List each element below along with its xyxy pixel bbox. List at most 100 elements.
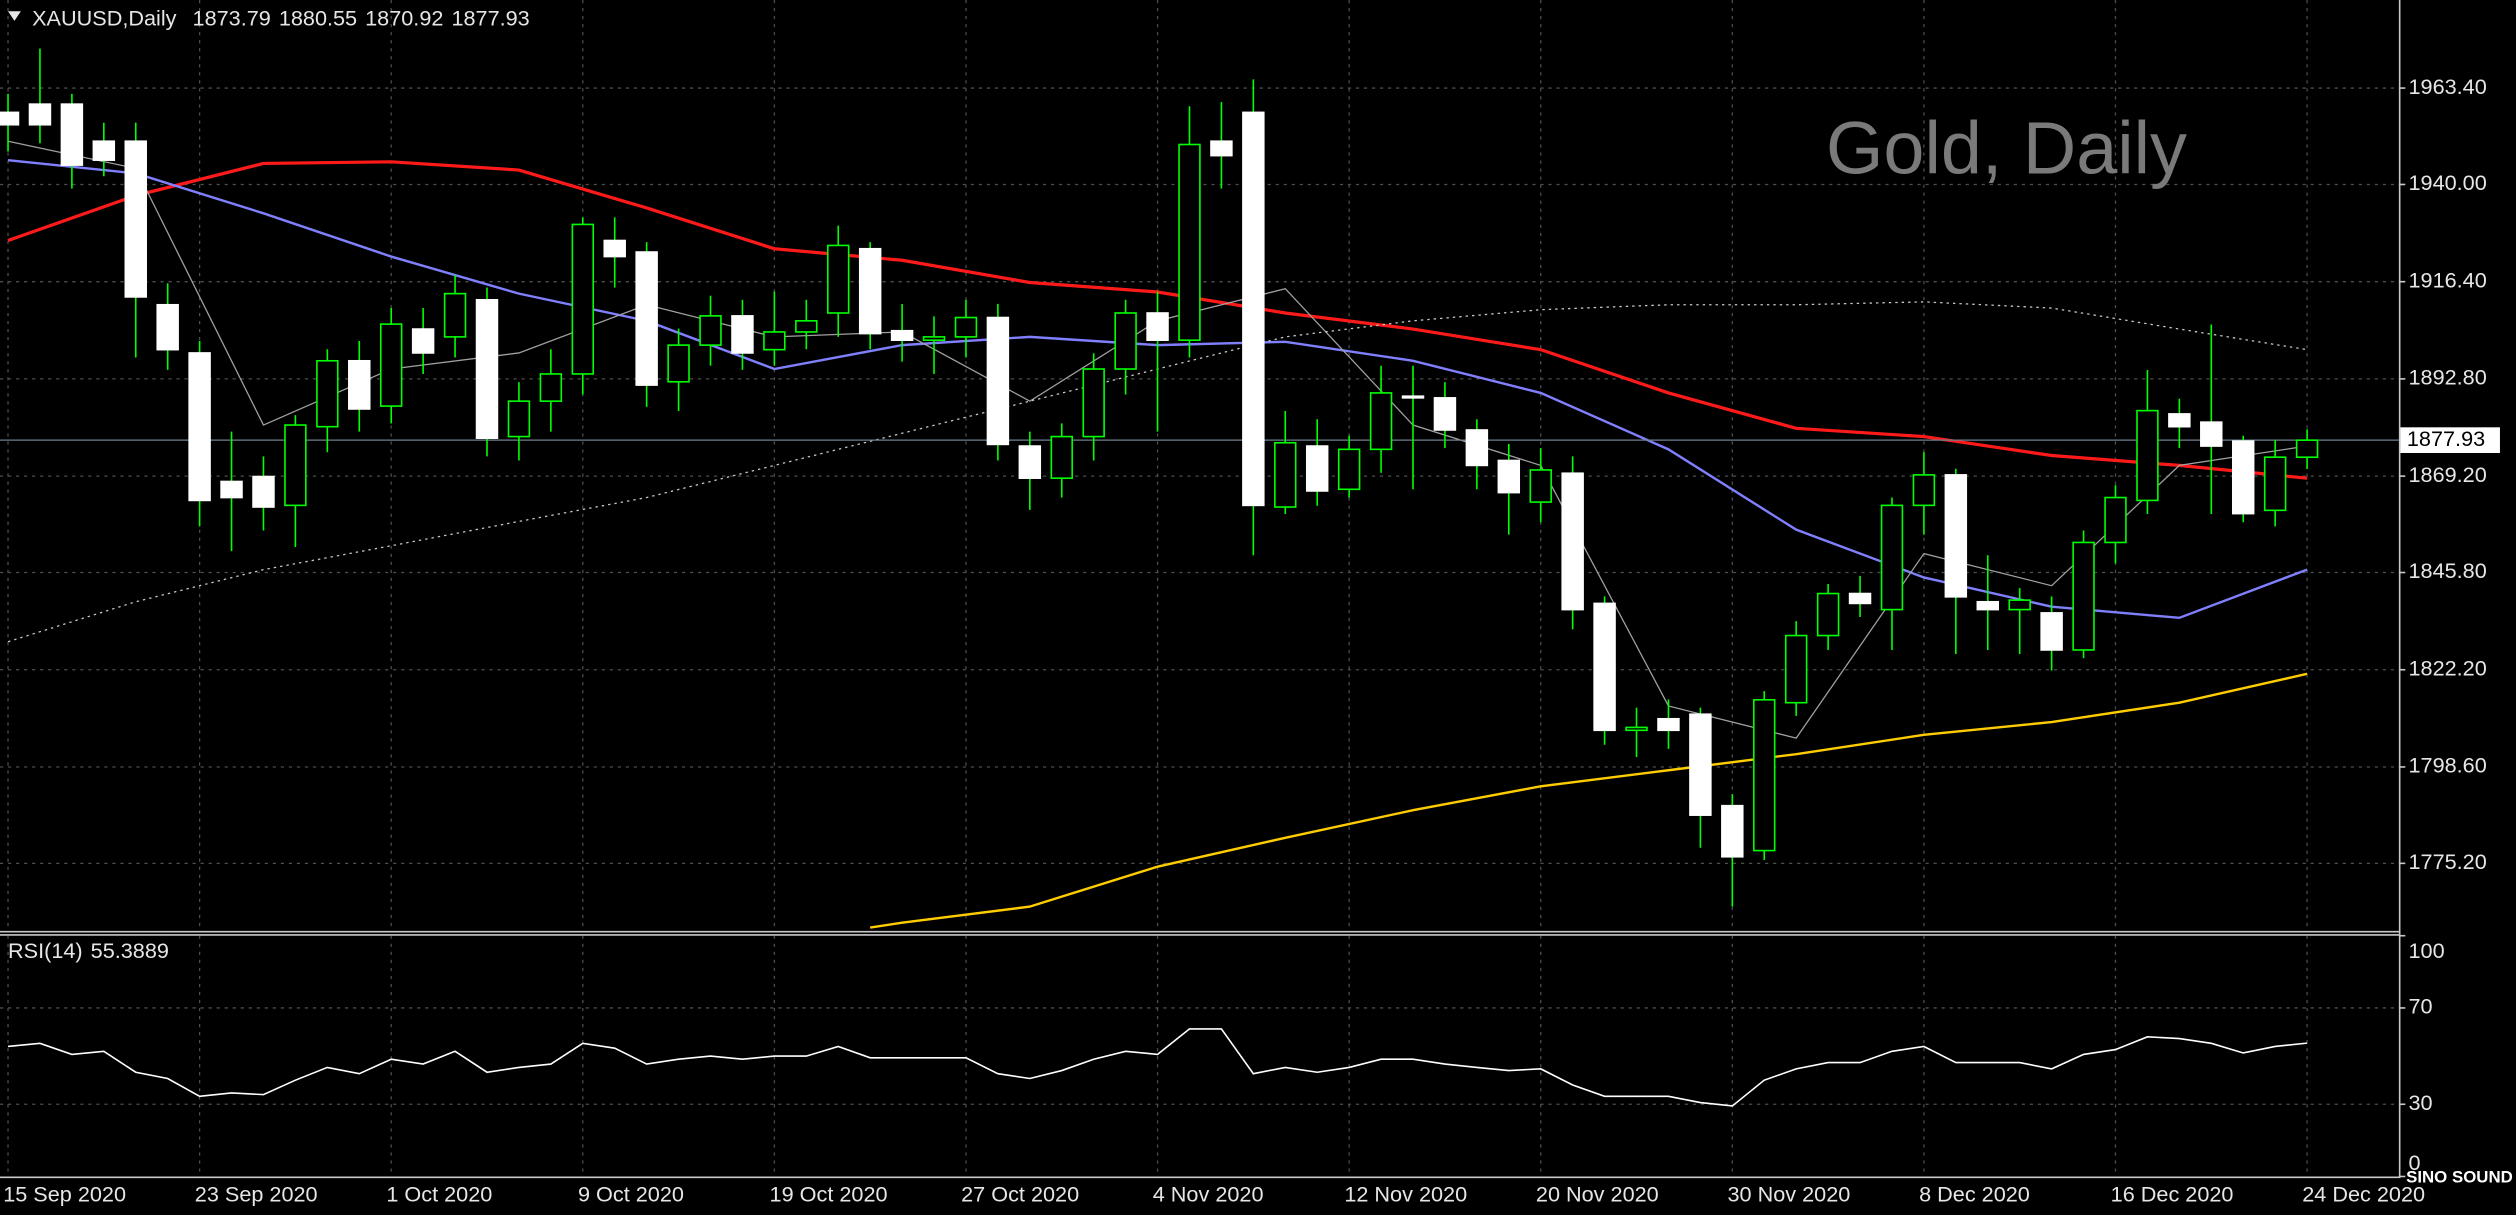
current-price-box xyxy=(2400,427,2500,454)
candle-body xyxy=(699,315,722,346)
y-tick-label: 30 xyxy=(2408,1090,2432,1115)
candle-body xyxy=(1337,448,1361,491)
candle-body xyxy=(1753,699,1776,852)
y-tick-label: 1916.40 xyxy=(2408,267,2486,292)
candle-body xyxy=(2008,599,2031,611)
candle-body xyxy=(1114,312,1137,370)
candle-body xyxy=(2104,496,2127,544)
candle-body xyxy=(1274,441,1297,508)
candle-body xyxy=(1401,395,1425,399)
candle-body xyxy=(1465,429,1489,467)
candle-body xyxy=(603,239,626,258)
candle-body xyxy=(2136,409,2159,502)
candle-body xyxy=(667,344,690,383)
candle-body xyxy=(124,140,147,298)
candle-body xyxy=(1082,368,1105,438)
candle-body xyxy=(1050,435,1073,479)
candle-body xyxy=(922,336,946,341)
candle-body xyxy=(28,103,52,126)
candle-body xyxy=(1018,445,1042,479)
candle-body xyxy=(1369,392,1393,451)
candle-body xyxy=(1561,472,1584,611)
candle-body xyxy=(2295,439,2319,459)
low-value: 1870.92 xyxy=(365,5,443,30)
candle-body xyxy=(92,140,116,161)
candle-body xyxy=(1497,459,1521,494)
y-tick-label: 1798.60 xyxy=(2408,753,2486,778)
plot-layer: 1877.93 xyxy=(0,48,2500,1107)
y-tick-label: 100 xyxy=(2408,938,2444,963)
y-tick-label: 70 xyxy=(2408,994,2432,1019)
high-value: 1880.55 xyxy=(279,5,357,30)
moving-average xyxy=(869,672,2308,929)
candle-body xyxy=(2040,612,2063,651)
x-tick-label: 19 Oct 2020 xyxy=(770,1181,888,1206)
candle-body xyxy=(220,480,243,499)
candle-body xyxy=(411,328,435,354)
watermark: Gold, Daily xyxy=(1826,107,2187,190)
y-tick-label: 1869.20 xyxy=(2408,462,2486,487)
candle-body xyxy=(763,331,786,351)
candle-body xyxy=(507,400,531,438)
candle-body xyxy=(954,316,978,338)
candle-body xyxy=(1529,469,1552,503)
rsi-header: RSI(14) 55.3889 xyxy=(8,937,169,962)
candle-body xyxy=(1593,602,1616,732)
candle-body xyxy=(2168,413,2191,428)
candle-body xyxy=(1912,474,1936,507)
candle-body xyxy=(1433,397,1457,431)
y-tick-label: 1963.40 xyxy=(2408,74,2486,99)
candle-body xyxy=(1721,804,1744,858)
candle-body xyxy=(2231,440,2255,515)
candle-body xyxy=(1305,445,1329,492)
y-tick-label: 1892.80 xyxy=(2408,365,2486,390)
candle-body xyxy=(1944,474,1968,598)
close-value: 1877.93 xyxy=(451,5,529,30)
candle-body xyxy=(1242,111,1265,507)
candle-body xyxy=(731,315,754,354)
x-tick-label: 9 Oct 2020 xyxy=(578,1181,684,1206)
symbol-title: XAUUSD,Daily xyxy=(32,5,177,30)
candle-body xyxy=(1657,717,1680,732)
candle-body xyxy=(827,244,850,314)
candle-body xyxy=(986,316,1010,446)
candle-body xyxy=(1784,634,1808,704)
open-value: 1873.79 xyxy=(193,5,271,30)
candle-body xyxy=(571,223,595,375)
candle-body xyxy=(1816,592,1840,637)
current-price-label: 1877.93 xyxy=(2407,426,2485,451)
candle-body xyxy=(1976,600,2000,611)
x-tick-label: 23 Sep 2020 xyxy=(195,1181,318,1206)
rsi-line xyxy=(7,1028,2308,1107)
candle-body xyxy=(60,103,84,166)
logo: SINO SOUND xyxy=(2406,1168,2513,1187)
candle-body xyxy=(475,299,499,440)
candle-body xyxy=(635,251,658,386)
candle-body xyxy=(1689,713,1712,816)
candle-body xyxy=(858,247,882,335)
candle-body xyxy=(1880,504,1904,611)
x-tick-label: 1 Oct 2020 xyxy=(386,1181,492,1206)
candle-body xyxy=(1848,592,1872,605)
candle-body xyxy=(348,359,371,410)
x-tick-label: 16 Dec 2020 xyxy=(2111,1181,2234,1206)
candle-body xyxy=(379,323,403,407)
y-tick-label: 1940.00 xyxy=(2408,170,2486,195)
candle-body xyxy=(188,352,211,502)
candle-body xyxy=(1625,726,1648,732)
y-tick-label: 1845.80 xyxy=(2408,558,2486,583)
candle-body xyxy=(156,303,179,351)
candle-body xyxy=(1146,312,1169,341)
y-tick-label: 1822.20 xyxy=(2408,655,2486,680)
candle-body xyxy=(252,475,275,508)
x-tick-label: 20 Nov 2020 xyxy=(1536,1181,1659,1206)
candle-body xyxy=(539,373,563,402)
rsi-title: RSI(14) xyxy=(8,937,83,962)
x-tick-label: 27 Oct 2020 xyxy=(961,1181,1079,1206)
x-tick-label: 12 Nov 2020 xyxy=(1344,1181,1467,1206)
symbol-menu-arrow[interactable] xyxy=(8,11,21,21)
candle-body xyxy=(284,424,307,507)
candle-body xyxy=(2263,456,2287,512)
